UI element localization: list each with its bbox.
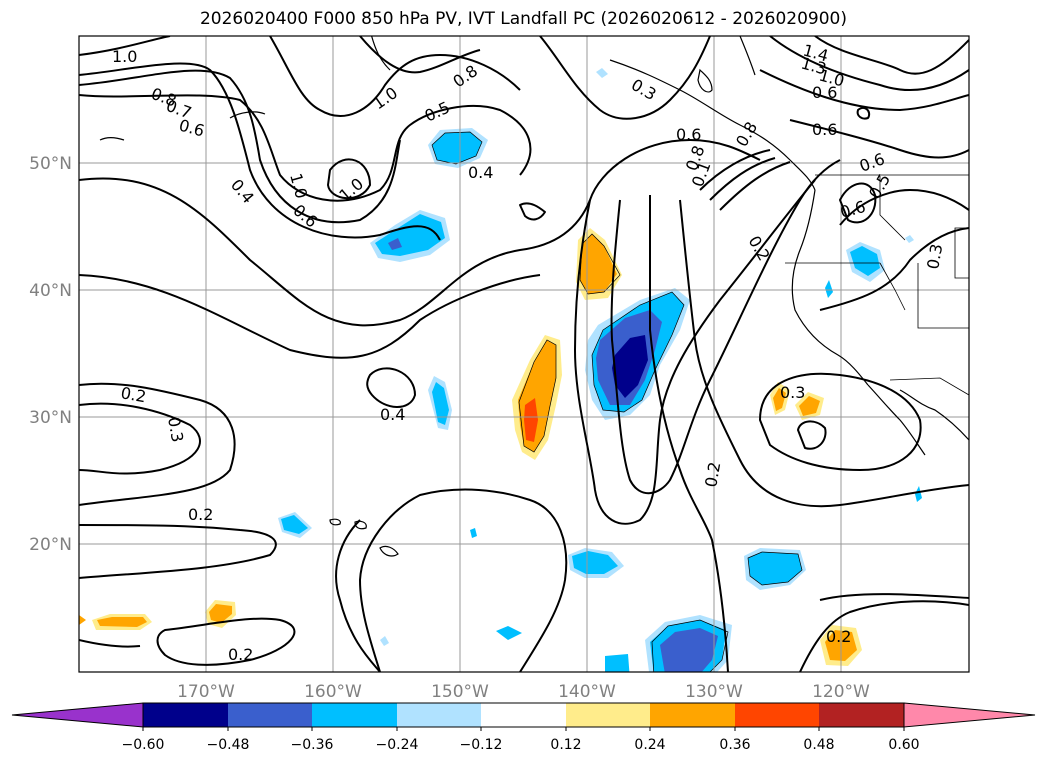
colorbar-segment	[819, 703, 904, 727]
lat-label: 50°N	[29, 154, 72, 174]
negative-anomaly-region	[660, 628, 718, 672]
colorbar-tick-label: −0.60	[122, 737, 165, 753]
map-title: 2026020400 F000 850 hPa PV, IVT Landfall…	[199, 9, 847, 29]
contour-label: 0.4	[380, 405, 405, 424]
positive-anomaly-region	[209, 604, 232, 623]
coastlines	[99, 36, 969, 557]
map-frame	[78, 35, 970, 673]
negative-anomaly-region	[605, 654, 630, 672]
lon-label: 150°W	[431, 682, 489, 702]
pv-contours	[79, 36, 969, 672]
negative-anomaly-region	[572, 551, 618, 574]
contour-label: 0.4	[468, 163, 493, 182]
colorbar-tick-label: 0.12	[550, 737, 581, 753]
contour-label: 0.6	[812, 120, 837, 139]
colorbar-segment	[481, 703, 566, 727]
negative-anomaly-region	[470, 528, 477, 538]
contour-label: 0.2	[119, 383, 147, 406]
map-background	[79, 36, 969, 672]
lat-label: 30°N	[29, 408, 72, 428]
colorbar-segment	[566, 703, 650, 727]
contour-label: 0.2	[228, 645, 253, 664]
lon-label: 120°W	[812, 682, 870, 702]
longitude-labels: 170°W 160°W 150°W 140°W 130°W 120°W	[177, 682, 870, 702]
contour-label: 0.2	[826, 627, 851, 646]
contour-label: 0.2	[701, 460, 724, 488]
positive-anomaly-region	[79, 615, 86, 625]
contour-label: 0.3	[923, 242, 946, 270]
negative-anomaly-region	[915, 486, 922, 502]
negative-anomaly-region	[432, 382, 449, 425]
lon-label: 170°W	[177, 682, 235, 702]
colorbar-segment	[650, 703, 735, 727]
negative-anomaly-region	[612, 335, 648, 398]
colorbar-tick-label: 0.24	[634, 737, 665, 753]
negative-anomaly-region	[380, 636, 389, 646]
contour-label: 0.2	[188, 505, 213, 524]
colorbar-segment	[312, 703, 397, 727]
colorbar-segment	[143, 703, 228, 727]
negative-anomaly-region	[432, 132, 482, 164]
latitude-labels: 50°N 40°N 30°N 20°N	[29, 154, 72, 555]
lat-label: 40°N	[29, 281, 72, 301]
colorbar-tick-label: −0.24	[376, 737, 419, 753]
lon-label: 140°W	[558, 682, 616, 702]
positive-anomaly-region	[799, 396, 820, 416]
negative-anomaly-region	[825, 280, 833, 298]
lon-label: 130°W	[685, 682, 743, 702]
lon-label: 160°W	[304, 682, 362, 702]
negative-anomaly-region	[388, 238, 402, 250]
gridlines	[79, 36, 969, 672]
colorbar-tick-label: 0.48	[803, 737, 834, 753]
colorbar-extend-left	[11, 702, 144, 728]
colorbar-segment	[397, 703, 481, 727]
contour-label: 0.6	[812, 83, 837, 102]
lat-label: 20°N	[29, 535, 72, 555]
negative-anomaly-region	[905, 235, 914, 243]
contour-label: 0.3	[780, 383, 805, 402]
positive-anomaly-region	[580, 234, 617, 294]
contour-label: 1.0	[112, 47, 137, 66]
colorbar-segment	[228, 703, 312, 727]
negative-anomaly-region	[748, 552, 802, 585]
colorbar-tick-label: −0.48	[207, 737, 250, 753]
negative-anomaly-region	[281, 515, 308, 534]
colorbar-tick-label: 0.60	[888, 737, 919, 753]
positive-anomaly-region	[97, 617, 147, 627]
colorbar-tick-label: −0.12	[460, 737, 503, 753]
colorbar-outline	[142, 702, 905, 728]
colorbar-tick-label: 0.36	[719, 737, 750, 753]
contour-label: 0.3	[164, 415, 187, 443]
colorbar-segment	[735, 703, 819, 727]
negative-anomaly-region	[850, 246, 880, 276]
colorbar: −0.60 −0.48 −0.36 −0.24 −0.12 0.12 0.24 …	[11, 702, 1036, 753]
negative-anomaly-region	[496, 626, 522, 640]
contour-label: 0.6	[676, 125, 701, 144]
colorbar-tick-label: −0.36	[291, 737, 334, 753]
political-borders	[785, 174, 969, 396]
positive-anomaly-region	[773, 388, 786, 411]
colorbar-extend-right	[903, 702, 1036, 728]
positive-anomaly-region	[524, 398, 538, 442]
negative-anomaly-region	[596, 68, 608, 78]
